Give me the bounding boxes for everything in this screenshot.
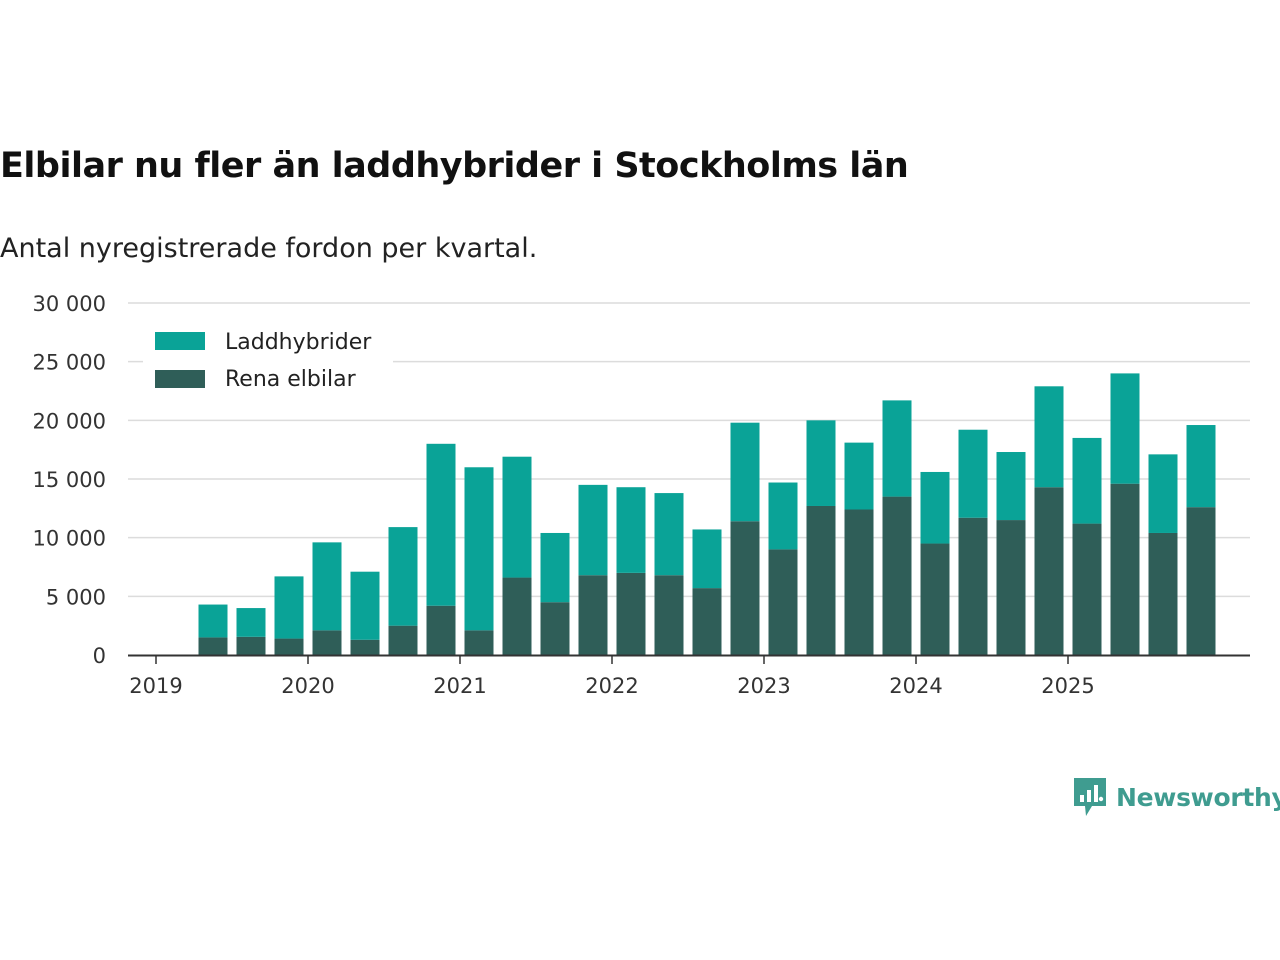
x-tick-label: 2022 <box>585 674 638 698</box>
bar-rena-elbilar <box>692 588 722 655</box>
x-tick-label: 2019 <box>129 674 182 698</box>
bar-rena-elbilar <box>578 575 608 655</box>
x-tick-label: 2024 <box>889 674 942 698</box>
bar-laddhybrider <box>1110 373 1140 484</box>
bar-rena-elbilar <box>958 517 988 655</box>
chart-title: Elbilar nu fler än laddhybrider i Stockh… <box>0 146 909 186</box>
y-tick-label: 20 000 <box>33 409 106 433</box>
bar-rena-elbilar <box>1186 507 1216 655</box>
bar-laddhybrider <box>426 443 456 606</box>
legend-swatch-rena-elbilar <box>155 370 205 388</box>
bar-laddhybrider <box>958 429 988 518</box>
bar-rena-elbilar <box>996 520 1026 655</box>
bar-laddhybrider <box>654 493 684 576</box>
chart-subtitle: Antal nyregistrerade fordon per kvartal. <box>0 233 538 264</box>
bar-laddhybrider <box>502 456 532 578</box>
x-tick-label: 2021 <box>433 674 486 698</box>
bar-laddhybrider <box>1034 386 1064 488</box>
bar-rena-elbilar <box>1072 523 1102 655</box>
bar-laddhybrider <box>844 442 874 510</box>
bar-rena-elbilar <box>464 630 494 655</box>
bar-rena-elbilar <box>1110 483 1140 655</box>
x-tick-label: 2025 <box>1041 674 1094 698</box>
bar-laddhybrider <box>578 484 608 576</box>
bar-laddhybrider <box>350 571 380 640</box>
bar-rena-elbilar <box>844 509 874 655</box>
bar-chart-speech-bubble-icon <box>1074 778 1106 816</box>
legend-label-rena-elbilar: Rena elbilar <box>225 367 357 392</box>
bar-laddhybrider <box>730 422 760 522</box>
bar-laddhybrider <box>464 467 494 631</box>
bar-rena-elbilar <box>768 549 798 655</box>
x-axis-ticks: 2019 2020 2021 2022 2023 2024 2025 <box>129 655 1095 698</box>
bar-laddhybrider <box>996 452 1026 521</box>
bar-rena-elbilar <box>350 639 380 655</box>
bar-laddhybrider <box>806 420 836 506</box>
bar-rena-elbilar <box>540 602 570 655</box>
bar-laddhybrider <box>312 542 342 631</box>
legend: Laddhybrider Rena elbilar <box>143 318 393 402</box>
bar-laddhybrider <box>768 482 798 550</box>
bar-laddhybrider <box>692 529 722 589</box>
bar-laddhybrider <box>388 527 418 626</box>
brand-name: Newsworthy <box>1116 782 1280 812</box>
bar-rena-elbilar <box>882 496 912 655</box>
bar-laddhybrider <box>616 487 646 573</box>
bar-laddhybrider <box>236 608 266 637</box>
x-tick-label: 2020 <box>281 674 334 698</box>
bar-laddhybrider <box>274 576 304 639</box>
bar-rena-elbilar <box>920 543 950 655</box>
bar-rena-elbilar <box>616 572 646 655</box>
bar-laddhybrider <box>1148 454 1178 533</box>
bar-laddhybrider <box>198 604 228 638</box>
y-tick-label: 10 000 <box>33 527 106 551</box>
bar-rena-elbilar <box>1034 487 1064 655</box>
bar-rena-elbilar <box>198 637 228 655</box>
y-tick-label: 0 <box>93 644 106 668</box>
bar-rena-elbilar <box>730 521 760 655</box>
bar-rena-elbilar <box>312 630 342 655</box>
x-tick-label: 2023 <box>737 674 790 698</box>
y-tick-label: 15 000 <box>33 468 106 492</box>
bar-laddhybrider <box>1186 425 1216 508</box>
bar-laddhybrider <box>882 400 912 497</box>
bar-rena-elbilar <box>654 575 684 655</box>
legend-swatch-laddhybrider <box>155 332 205 350</box>
y-tick-label: 30 000 <box>33 292 106 316</box>
y-tick-label: 25 000 <box>33 351 106 375</box>
newsworthy-logo: Newsworthy <box>1072 775 1280 819</box>
bar-laddhybrider <box>1072 437 1102 524</box>
bar-rena-elbilar <box>236 636 266 655</box>
legend-label-laddhybrider: Laddhybrider <box>225 330 372 355</box>
bar-rena-elbilar <box>426 605 456 655</box>
y-tick-label: 5 000 <box>46 585 106 609</box>
y-axis-tick-labels: 0 5 000 10 000 15 000 20 000 25 000 30 000 <box>33 292 106 668</box>
bars <box>198 373 1216 655</box>
bar-rena-elbilar <box>1148 532 1178 655</box>
bar-rena-elbilar <box>274 638 304 655</box>
bar-laddhybrider <box>920 471 950 544</box>
bar-rena-elbilar <box>502 577 532 655</box>
bar-rena-elbilar <box>806 505 836 655</box>
bar-laddhybrider <box>540 532 570 603</box>
bar-rena-elbilar <box>388 625 418 655</box>
